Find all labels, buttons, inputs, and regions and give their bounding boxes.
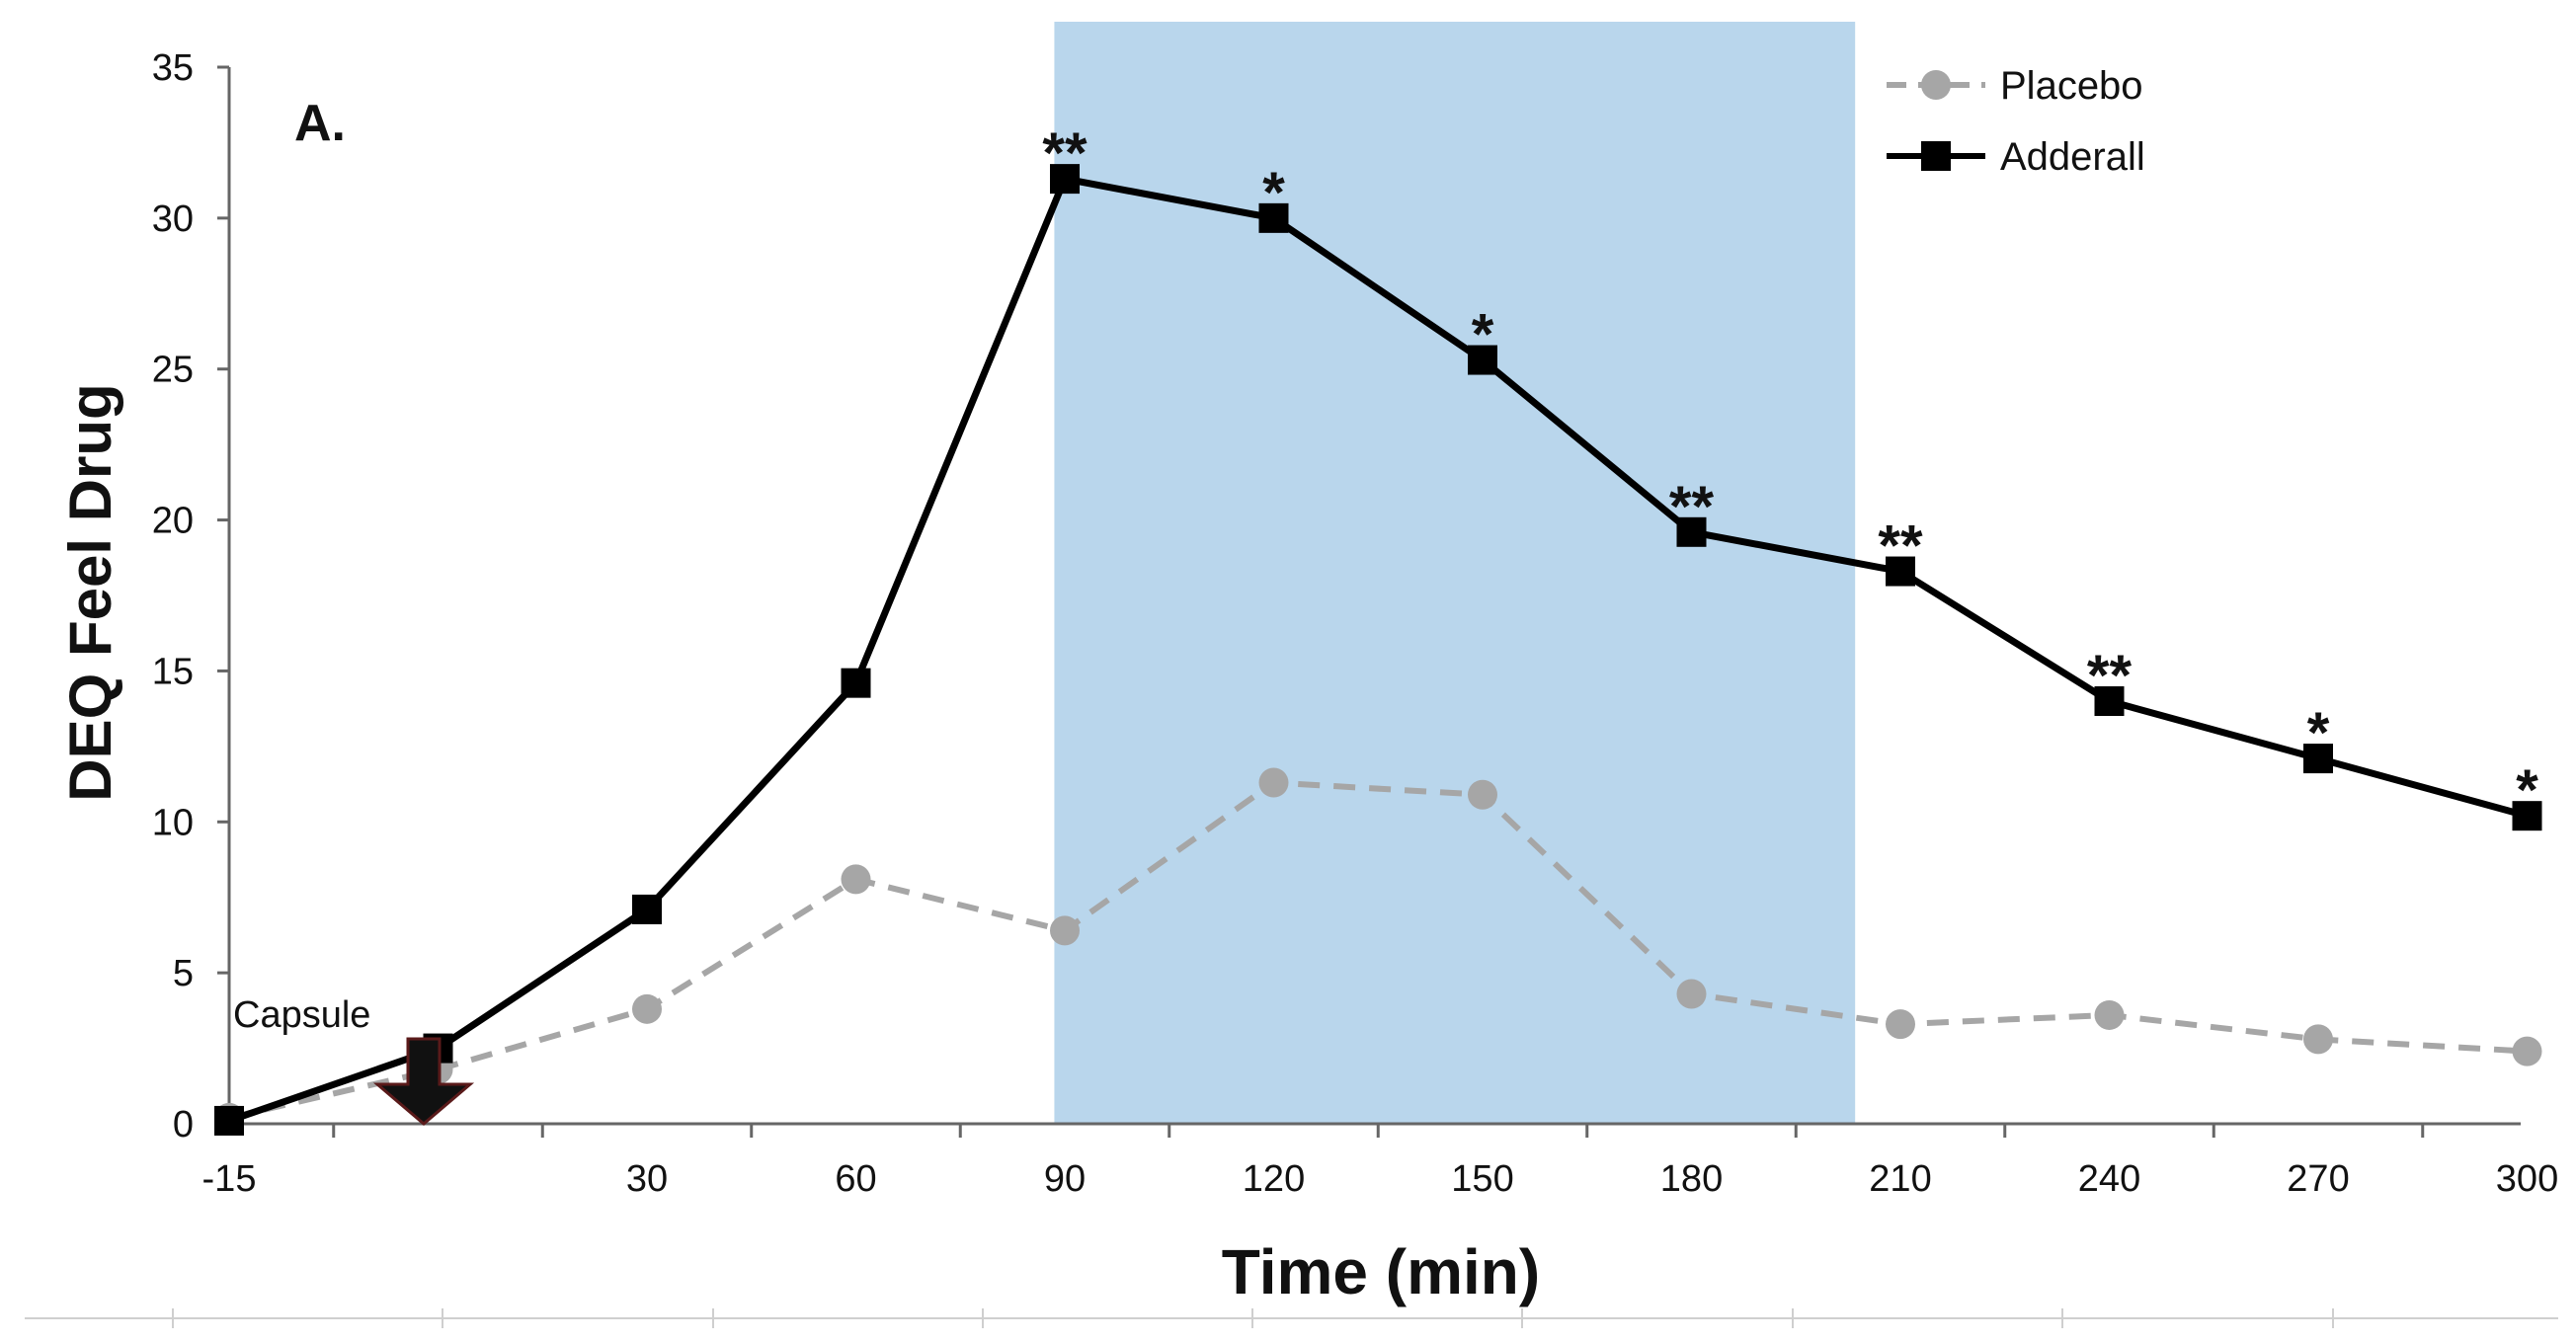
data-point-placebo: [2094, 999, 2125, 1030]
legend-placebo-marker: [1921, 70, 1951, 100]
x-tick-label: 210: [1869, 1158, 1931, 1200]
data-point-adderall: [1676, 516, 1707, 547]
y-tick-label: 35: [152, 47, 194, 89]
x-tick-label: 150: [1451, 1158, 1513, 1200]
capsule-annotation: Capsule: [233, 994, 475, 1126]
y-tick-label: 5: [173, 953, 194, 994]
y-tick-label: 0: [173, 1104, 194, 1146]
data-point-placebo: [1050, 915, 1080, 946]
significance-markers: ************: [1042, 121, 2538, 823]
series-line-placebo: [228, 779, 2528, 1121]
x-tick-label: 240: [2078, 1158, 2140, 1200]
data-point-adderall: [841, 668, 871, 698]
data-point-adderall: [1050, 164, 1080, 195]
significance-marker: *: [2516, 758, 2538, 823]
y-tick-label: 15: [152, 651, 194, 692]
significance-marker: **: [1878, 514, 1923, 579]
legend-adderall-label: Adderall: [2000, 135, 2145, 179]
significance-marker: *: [1472, 303, 1494, 367]
series-adderall: [214, 164, 2542, 1136]
y-tick-label: 25: [152, 350, 194, 391]
capsule-arrow-icon: [372, 1037, 475, 1126]
series-line-adderall: [227, 175, 2529, 1125]
x-tick-label: 90: [1044, 1158, 1086, 1200]
x-tick-label: 300: [2496, 1158, 2558, 1200]
y-tick-label: 30: [152, 198, 194, 240]
data-point-adderall: [214, 1105, 244, 1136]
data-point-placebo: [632, 993, 662, 1024]
data-point-placebo: [1468, 779, 1497, 810]
y-tick-label: 20: [152, 501, 194, 542]
x-tick-label: -15: [202, 1158, 257, 1200]
x-axis-title: Time (min): [1222, 1236, 1540, 1307]
legend-adderall-marker: [1921, 141, 1951, 171]
data-point-placebo: [2303, 1024, 2333, 1055]
significance-marker: *: [2307, 701, 2330, 765]
x-tick-label: 270: [2287, 1158, 2349, 1200]
series-layer: [214, 164, 2542, 1136]
data-point-adderall: [1258, 202, 1289, 233]
significance-marker: *: [1262, 161, 1285, 225]
y-tick-label: 10: [152, 802, 194, 843]
x-tick-label: 120: [1243, 1158, 1305, 1200]
x-tick-label: 30: [626, 1158, 668, 1200]
x-tick-label: 180: [1660, 1158, 1723, 1200]
data-point-placebo: [1886, 1009, 1915, 1040]
data-point-placebo: [841, 864, 871, 895]
significance-marker: **: [2087, 644, 2133, 708]
x-tick-label: 60: [835, 1158, 876, 1200]
data-point-adderall: [2094, 686, 2125, 716]
legend: Placebo Adderall: [1887, 64, 2145, 179]
axes: 0 5 10 15 20 25 30 35 -15 30 60 90 120 150 180 210 240 27…: [152, 47, 2558, 1200]
data-point-adderall: [632, 894, 662, 924]
data-point-adderall: [1468, 345, 1497, 375]
significance-marker: **: [1042, 121, 1087, 186]
data-point-adderall: [2512, 801, 2542, 831]
data-point-adderall: [1886, 556, 1915, 587]
capsule-label: Capsule: [233, 994, 370, 1036]
legend-placebo-label: Placebo: [2000, 64, 2143, 108]
significance-marker: **: [1669, 475, 1715, 539]
data-point-adderall: [2303, 744, 2333, 774]
shaded-interval: [1054, 22, 1856, 1124]
y-axis-title: DEQ Feel Drug: [57, 383, 123, 801]
series-placebo: [214, 767, 2542, 1133]
data-point-placebo: [1258, 767, 1289, 798]
data-point-placebo: [2512, 1036, 2542, 1066]
panel-label: A.: [294, 95, 346, 152]
data-point-placebo: [1676, 979, 1707, 1009]
